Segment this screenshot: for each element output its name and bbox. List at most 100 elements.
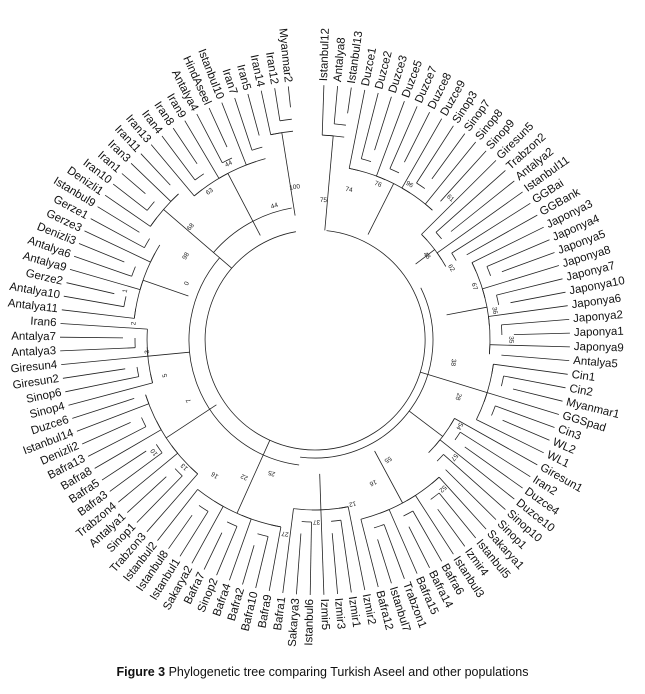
leaf-branch: [73, 255, 132, 277]
sub-node-arc: [226, 521, 238, 527]
bootstrap-label: 27: [281, 530, 289, 538]
leaf-branch: [445, 469, 497, 520]
tree-branches: [59, 85, 570, 596]
sub-node-arc: [301, 521, 312, 523]
leaf-branch: [191, 506, 224, 564]
clade-arc: [421, 234, 447, 267]
leaf-branch: [97, 206, 140, 233]
leaf-branch: [415, 495, 454, 555]
sub-node-arc: [496, 295, 500, 305]
leaf-label: Antalya3: [11, 345, 56, 359]
leaf-branch: [203, 532, 223, 570]
leaf-branch: [168, 514, 193, 549]
sub-node-arc: [501, 324, 503, 336]
clade-stem: [142, 279, 189, 297]
leaf-branch: [172, 127, 198, 165]
leaf-label: Iran12: [263, 51, 280, 85]
sub-node-arc: [501, 375, 504, 387]
leaf-branch: [488, 305, 568, 317]
leaf-label: Antalya11: [7, 297, 58, 315]
sub-node-arc: [454, 431, 461, 441]
clade-stem: [408, 410, 443, 437]
leaf-branch: [255, 536, 269, 589]
sub-node-arc: [144, 238, 150, 248]
leaf-branch: [412, 510, 443, 562]
sub-node-arc: [194, 173, 205, 181]
leaf-label: Bafra9: [257, 594, 275, 629]
sub-node-arc: [403, 510, 414, 517]
bootstrap-label: 48: [422, 251, 432, 261]
leaf-branch: [221, 102, 247, 166]
bootstrap-label: 55: [383, 454, 393, 464]
leaf-branch: [309, 521, 312, 596]
backbone-arc: [300, 287, 434, 459]
leaf-branch: [60, 323, 148, 330]
bootstrap-label: 62: [446, 263, 456, 273]
leaf-branch: [63, 295, 124, 308]
bootstrap-label: 100: [289, 183, 301, 192]
leaf-branch: [196, 113, 223, 163]
leaf-branch: [510, 291, 566, 304]
sub-node-arc: [251, 146, 263, 151]
clade-stem: [227, 173, 261, 236]
leaf-branch: [347, 506, 366, 591]
leaf-branch: [287, 86, 291, 108]
leaf-branch: [242, 545, 255, 585]
bootstrap-label: 44: [224, 159, 234, 169]
leaf-branch: [62, 368, 126, 379]
sub-node-arc: [141, 417, 147, 427]
leaf-branch: [501, 319, 570, 326]
leaf-branch: [101, 450, 147, 481]
sub-node-arc: [361, 158, 372, 162]
bootstrap-label: 28: [453, 392, 462, 402]
sub-node-arc: [389, 168, 400, 174]
bootstrap-label: 96: [405, 180, 415, 190]
figure-label: Figure 3: [116, 665, 166, 679]
leaf-branch: [512, 388, 563, 402]
leaf-branch: [150, 144, 195, 197]
leaf-branch: [184, 120, 220, 179]
leaf-branch: [437, 508, 466, 547]
bootstrap-label: 3: [144, 349, 151, 354]
figure-caption: Figure 3 Phylogenetic tree comparing Tur…: [0, 665, 645, 679]
bootstrap-label: 38: [449, 358, 457, 366]
leaf-branch: [421, 160, 497, 235]
clade-stem: [236, 440, 271, 514]
bootstrap-label: 5: [161, 372, 169, 378]
bootstrap-label: 36: [490, 306, 498, 315]
bootstrap-label: 12: [348, 499, 357, 508]
bootstrap-label: 74: [345, 186, 354, 194]
bootstrap-label: 7: [185, 397, 193, 404]
clade-stem: [163, 209, 232, 269]
bootstrap-label: 63: [205, 187, 215, 197]
leaf-label: Izmir2: [360, 593, 378, 626]
leaf-branch: [157, 489, 199, 541]
leaf-branch: [208, 107, 228, 148]
sub-node-arc: [136, 366, 140, 377]
leaf-branch: [84, 230, 151, 263]
leaf-branch: [59, 336, 124, 339]
leaf-branch: [179, 511, 209, 557]
leaf-branch: [416, 125, 454, 184]
bootstrap-label: 16: [368, 478, 378, 487]
sub-node-arc: [198, 505, 209, 512]
backbone-arc: [204, 230, 426, 451]
leaf-branch: [146, 473, 199, 533]
leaf-branch: [443, 454, 506, 510]
leaf-label: Cin2: [568, 383, 593, 399]
leaf-branch: [496, 278, 563, 296]
leaf-branch: [161, 135, 196, 181]
leaf-branch: [502, 419, 550, 441]
clade-stem: [415, 249, 435, 265]
leaf-branch: [383, 524, 405, 579]
clade-stem: [281, 132, 296, 216]
leaf-branch: [140, 153, 171, 186]
bootstrap-label: 1: [122, 288, 130, 293]
leaf-label: Japonya1: [574, 326, 624, 339]
sub-node-arc: [416, 182, 426, 189]
leaf-branch: [438, 476, 487, 530]
leaf-label: Izmir1: [346, 596, 362, 629]
leaf-branch: [476, 419, 544, 454]
